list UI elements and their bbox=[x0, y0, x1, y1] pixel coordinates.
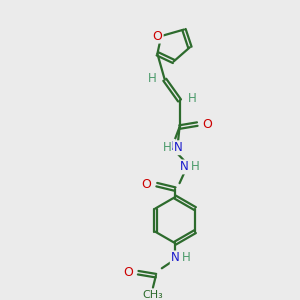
Text: N: N bbox=[180, 160, 188, 173]
Text: H: H bbox=[188, 92, 196, 106]
Text: N: N bbox=[166, 140, 175, 153]
Text: N: N bbox=[174, 141, 182, 154]
Text: O: O bbox=[142, 178, 152, 191]
Text: H: H bbox=[191, 160, 200, 173]
Text: O: O bbox=[202, 118, 212, 130]
Text: H: H bbox=[165, 140, 174, 153]
Text: O: O bbox=[153, 29, 163, 43]
Text: N: N bbox=[171, 251, 179, 264]
Text: H: H bbox=[148, 72, 157, 85]
Text: CH₃: CH₃ bbox=[142, 290, 163, 300]
Text: O: O bbox=[123, 266, 133, 279]
Text: H: H bbox=[163, 141, 171, 154]
Text: H: H bbox=[182, 251, 191, 264]
